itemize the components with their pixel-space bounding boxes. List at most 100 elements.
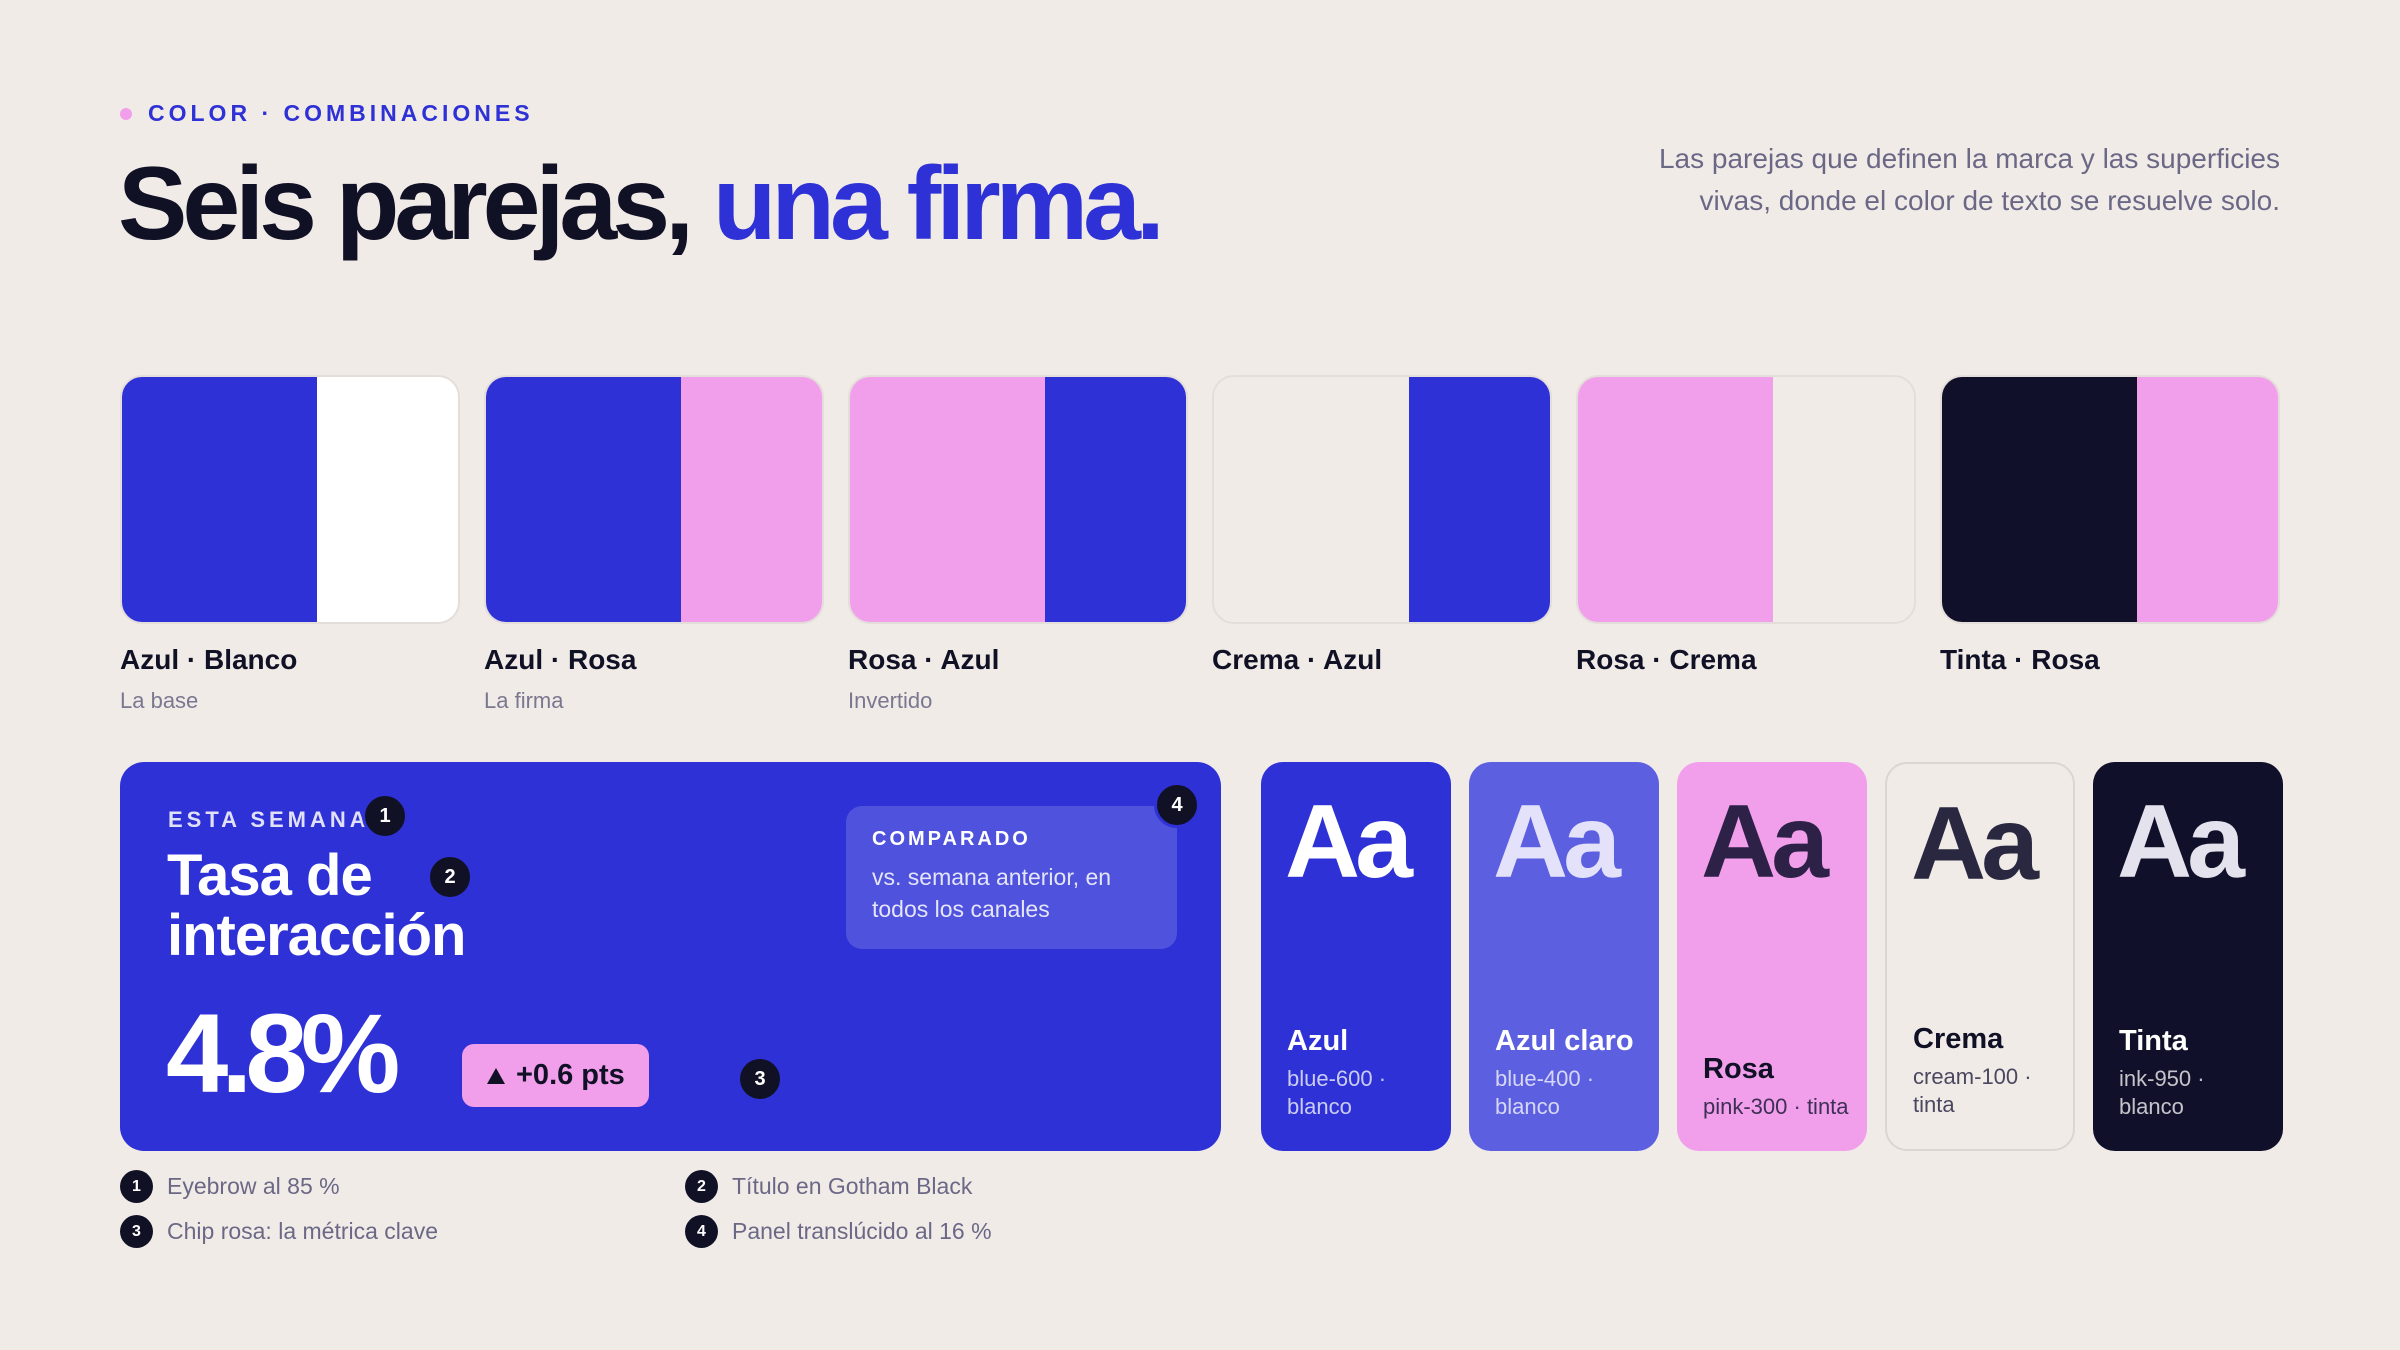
- legend-text: Chip rosa: la métrica clave: [167, 1218, 438, 1244]
- comparison-panel-text: vs. semana anterior, en todos los canale…: [872, 864, 1112, 922]
- swatch-right: [1773, 377, 1914, 622]
- eyebrow-dot-icon: [120, 107, 132, 120]
- color-pair: Rosa · Crema: [1576, 375, 1916, 716]
- pair-name: Rosa · Azul: [848, 644, 1000, 675]
- pair-role: La base: [120, 688, 199, 713]
- type-card-spec: blue-600 · blanco: [1287, 1066, 1387, 1119]
- color-pair: Tinta · Rosa: [1940, 375, 2280, 716]
- marker-4: 4: [1154, 782, 1200, 828]
- color-pair: Rosa · Azul Invertido: [848, 375, 1188, 716]
- pair-name: Crema · Azul: [1212, 644, 1383, 675]
- type-sample: Aa: [1493, 784, 1621, 900]
- pair-name: Azul · Rosa: [484, 644, 637, 675]
- swatch-left: [1214, 377, 1409, 622]
- color-pair: Azul · Rosa La firma: [484, 375, 824, 716]
- pair-swatch: [1940, 375, 2280, 624]
- pair-swatch: [120, 375, 460, 624]
- metric-title-line1: Tasa de: [167, 843, 373, 908]
- type-card-name: Azul: [1287, 1025, 1349, 1057]
- type-card-spec: blue-400 · blanco: [1495, 1066, 1595, 1119]
- pair-role: [1576, 688, 1916, 716]
- type-card-caption: Azul claro blue-400 · blanco: [1495, 1021, 1643, 1121]
- type-card: Aa Rosa pink-300 · tinta: [1677, 762, 1867, 1151]
- swatch-left: [850, 377, 1045, 622]
- swatch-left: [486, 377, 681, 622]
- type-card-caption: Tinta ink-950 · blanco: [2119, 1021, 2267, 1121]
- pair-swatch: [848, 375, 1188, 624]
- swatch-right: [1045, 377, 1186, 622]
- type-card-caption: Azul blue-600 · blanco: [1287, 1021, 1435, 1121]
- legend-item: 1 Eyebrow al 85 %: [120, 1170, 685, 1203]
- metric-chip: +0.6 pts: [462, 1044, 649, 1107]
- type-card: Aa Azul claro blue-400 · blanco: [1469, 762, 1659, 1151]
- marker-3: 3: [737, 1056, 783, 1102]
- pair-role: [1212, 688, 1552, 716]
- swatch-left: [1942, 377, 2137, 622]
- type-card-caption: Rosa pink-300 · tinta: [1703, 1049, 1851, 1121]
- type-card-spec: cream-100 · tinta: [1913, 1064, 2032, 1117]
- triangle-up-icon: [487, 1067, 505, 1084]
- metric-title: Tasa de interacción: [167, 843, 466, 968]
- page-title-main: Seis parejas,: [118, 146, 694, 262]
- type-card: Aa Tinta ink-950 · blanco: [2093, 762, 2283, 1151]
- pair-swatch: [1212, 375, 1552, 624]
- page-title-accent: una firma.: [712, 146, 1165, 262]
- marker-2: 2: [427, 854, 473, 900]
- type-sample: Aa: [1701, 784, 1829, 900]
- pair-name: Azul · Blanco: [120, 644, 298, 675]
- type-sample: Aa: [2117, 784, 2245, 900]
- pair-swatch: [484, 375, 824, 624]
- legend-item: 4 Panel translúcido al 16 %: [685, 1215, 1120, 1248]
- legend-text: Eyebrow al 85 %: [167, 1173, 340, 1199]
- section-eyebrow: COLOR · COMBINACIONES: [120, 100, 534, 127]
- swatch-right: [1409, 377, 1550, 622]
- metric-card: ESTA SEMANA Tasa de interacción 4.8% +0.…: [120, 762, 1221, 1151]
- type-card-name: Azul claro: [1495, 1025, 1634, 1057]
- pair-swatch: [1576, 375, 1916, 624]
- section-eyebrow-text: COLOR · COMBINACIONES: [148, 100, 534, 126]
- swatch-left: [1578, 377, 1773, 622]
- pair-role: La firma: [484, 688, 564, 713]
- comparison-panel: COMPARADO vs. semana anterior, en todos …: [846, 806, 1177, 949]
- type-cards-row: Aa Azul blue-600 · blanco Aa Azul claro blue-…: [1261, 762, 2283, 1151]
- type-card: Aa Azul blue-600 · blanco: [1261, 762, 1451, 1151]
- pair-role: [1940, 688, 2280, 716]
- type-card-spec: ink-950 · blanco: [2119, 1066, 2205, 1119]
- legend-item: 3 Chip rosa: la métrica clave: [120, 1215, 685, 1248]
- metric-value: 4.8%: [166, 991, 400, 1116]
- legend-item: 2 Título en Gotham Black: [685, 1170, 1120, 1203]
- legend-text: Panel translúcido al 16 %: [732, 1218, 992, 1244]
- swatch-left: [122, 377, 317, 622]
- legend-number-badge: 1: [120, 1170, 153, 1203]
- type-card-spec: pink-300 · tinta: [1703, 1094, 1849, 1119]
- type-card-name: Crema: [1913, 1023, 2004, 1055]
- intro-text: Las parejas que definen la marca y las s…: [1658, 143, 2280, 216]
- type-sample: Aa: [1911, 786, 2039, 902]
- color-pairs-row: Azul · Blanco La base Azul · Rosa La firma R…: [120, 375, 2280, 716]
- swatch-right: [681, 377, 822, 622]
- type-card-caption: Crema cream-100 · tinta: [1913, 1019, 2057, 1119]
- metric-eyebrow: ESTA SEMANA: [168, 807, 370, 832]
- color-pair: Crema · Azul: [1212, 375, 1552, 716]
- metric-chip-text: +0.6 pts: [516, 1059, 625, 1091]
- type-sample: Aa: [1285, 784, 1413, 900]
- type-card-name: Rosa: [1703, 1053, 1774, 1085]
- type-card-name: Tinta: [2119, 1025, 2188, 1057]
- legend-number-badge: 4: [685, 1215, 718, 1248]
- annotation-legend: 1 Eyebrow al 85 % 2 Título en Gotham Black 3…: [120, 1170, 1120, 1248]
- swatch-right: [317, 377, 458, 622]
- legend-number-badge: 2: [685, 1170, 718, 1203]
- legend-number-badge: 3: [120, 1215, 153, 1248]
- pair-name: Rosa · Crema: [1576, 644, 1757, 675]
- legend-text: Título en Gotham Black: [732, 1173, 973, 1199]
- metric-title-line2: interacción: [167, 903, 466, 968]
- pair-name: Tinta · Rosa: [1940, 644, 2100, 675]
- marker-1: 1: [362, 793, 408, 839]
- comparison-panel-label: COMPARADO: [872, 828, 1031, 850]
- type-card: Aa Crema cream-100 · tinta: [1885, 762, 2075, 1151]
- page-title: Seis parejas, una firma.: [118, 149, 1165, 259]
- pair-role: Invertido: [848, 688, 933, 713]
- color-pair: Azul · Blanco La base: [120, 375, 460, 716]
- swatch-right: [2137, 377, 2278, 622]
